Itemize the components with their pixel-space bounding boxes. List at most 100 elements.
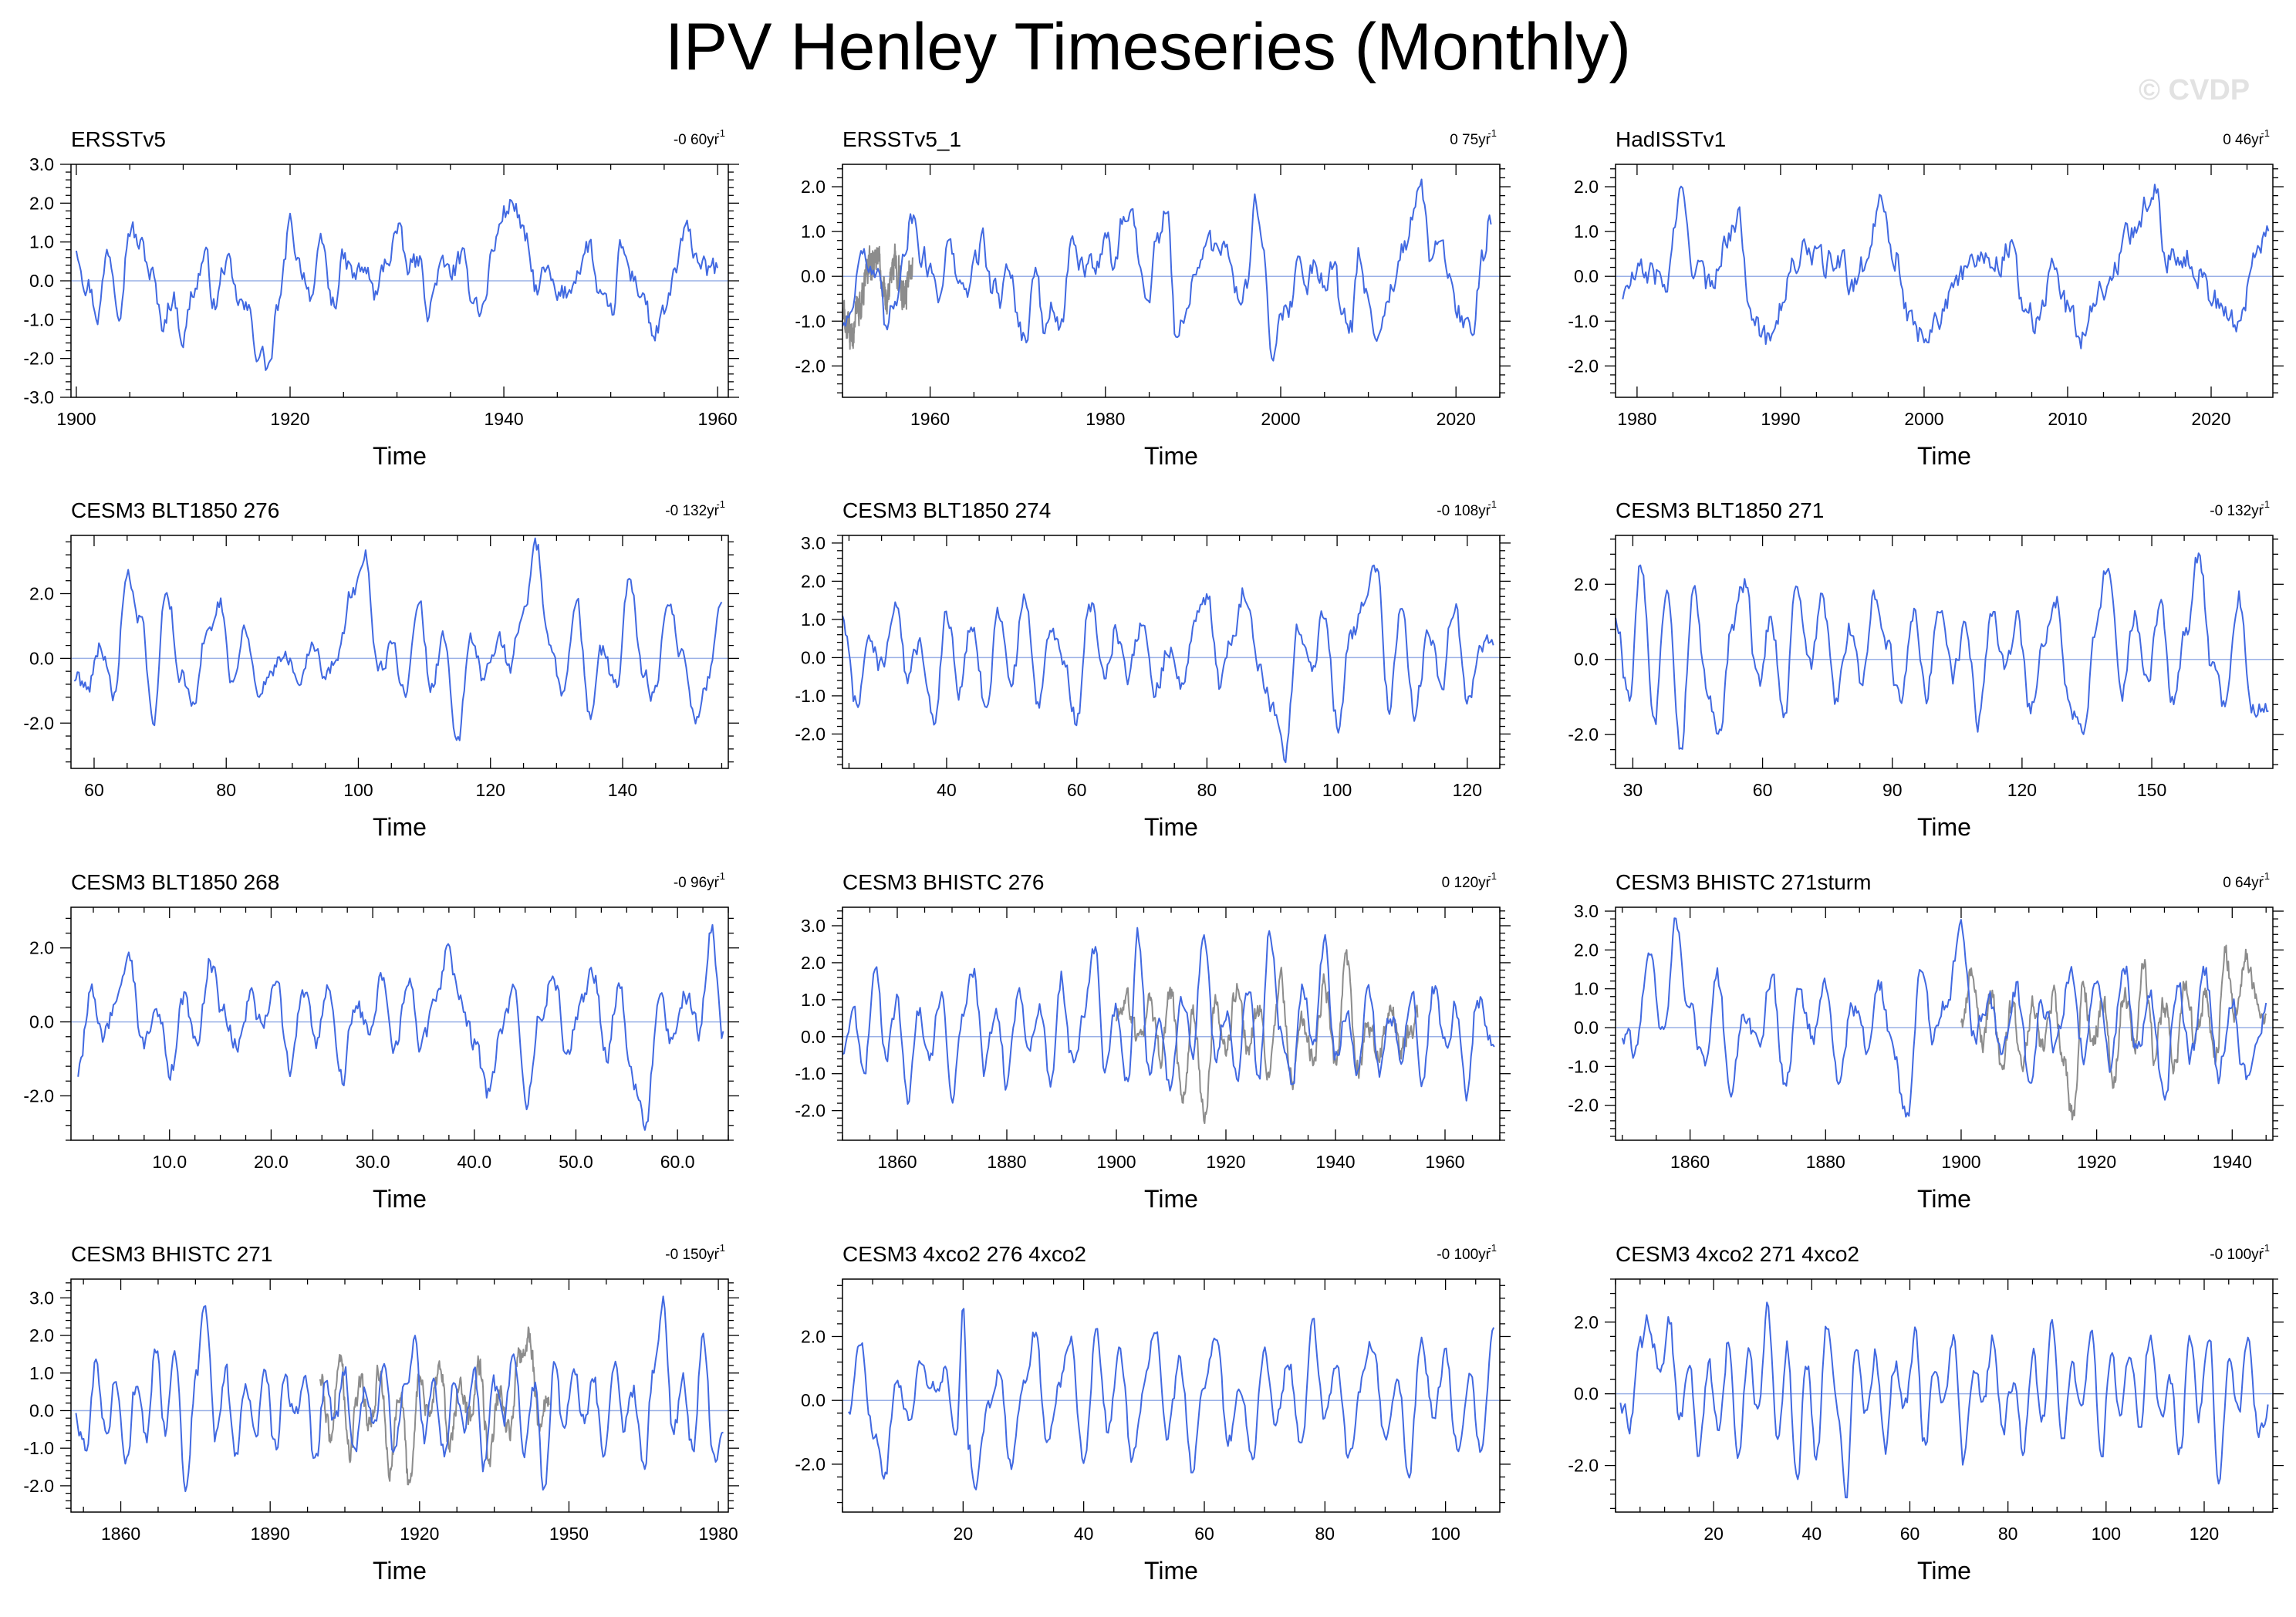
x-tick-label: 60.0: [660, 1152, 695, 1172]
y-tick-label: 1.0: [29, 1363, 54, 1383]
panel-title: ERSSTv5: [71, 127, 166, 151]
plot-frame: [1615, 1278, 2274, 1513]
trend-label: -0 132yr: [665, 503, 719, 519]
y-tick-label: 0.0: [801, 647, 826, 667]
plot-frame: [842, 535, 1501, 769]
panel-cesm3-blt1850-271: CESM3 BLT1850 271 -0 132yr-1 30 60 90 120 150 T…: [1568, 498, 2284, 841]
y-tick-label: 2.0: [801, 1326, 826, 1346]
x-tick-label: 1900: [56, 409, 96, 429]
y-tick-label: -2.0: [23, 349, 54, 369]
x-tick-label: 120: [2007, 780, 2037, 800]
series-line-overlay: [842, 243, 913, 350]
panel-title: CESM3 BHISTC 271sturm: [1616, 870, 1871, 894]
x-tick-label: 100: [343, 780, 373, 800]
trend-label: -0 108yr: [1437, 503, 1491, 519]
panel-cesm3-bhistc-271sturm: CESM3 BHISTC 271sturm 0 64yr-1 1860 1880 190…: [1568, 870, 2284, 1213]
y-tick-label: -1.0: [795, 1064, 826, 1084]
x-tick-label: 1860: [877, 1152, 917, 1172]
x-tick-label: 40.0: [457, 1152, 491, 1172]
x-tick-label: 60: [84, 780, 104, 800]
x-tick-label: 1920: [400, 1524, 439, 1544]
series-line-main: [75, 198, 719, 371]
x-axis-label: Time: [1917, 1557, 1971, 1585]
plot-frame: [1615, 906, 2274, 1141]
panel-title: CESM3 BHISTC 276: [842, 870, 1044, 894]
plot-frame: [1615, 535, 2274, 769]
series-line-main: [1615, 552, 2269, 750]
x-tick-label: 1950: [549, 1524, 589, 1544]
y-tick-label: -3.0: [23, 387, 54, 407]
plot-frame: [70, 906, 729, 1141]
y-tick-label: 2.0: [801, 571, 826, 591]
x-tick-label: 30: [1623, 780, 1643, 800]
x-tick-label: 80: [216, 780, 236, 800]
y-tick-label: 0.0: [1574, 266, 1599, 286]
x-tick-label: 2000: [1261, 409, 1300, 429]
x-tick-label: 40: [937, 780, 957, 800]
y-tick-label: 2.0: [1574, 940, 1599, 960]
panel-ersstv5: ERSSTv5 -0 60yr-1 1900 1920 1940 1960 Time -3.0…: [23, 127, 739, 470]
x-tick-label: 140: [608, 780, 637, 800]
y-tick-label: 0.0: [29, 271, 54, 291]
trend-label: -0 100yr: [1437, 1247, 1491, 1263]
x-tick-label: 20.0: [254, 1152, 289, 1172]
y-tick-label: -2.0: [23, 1085, 54, 1106]
series-line-overlay: [1960, 944, 2267, 1121]
series-line-main: [1622, 184, 2270, 349]
x-tick-label: 1900: [1941, 1152, 1980, 1172]
x-axis-label: Time: [1917, 1185, 1971, 1213]
trend-label: -0 96yr: [674, 875, 720, 891]
panel-title: CESM3 BLT1850 276: [71, 498, 279, 522]
panel-cesm3-blt1850-268: CESM3 BLT1850 268 -0 96yr-1 10.0 20.0 30.0 40…: [23, 870, 739, 1213]
x-tick-label: 1860: [1670, 1152, 1710, 1172]
y-tick-label: 1.0: [1574, 221, 1599, 241]
series-line-main: [1621, 917, 2267, 1118]
x-tick-label: 60: [1067, 780, 1087, 800]
panel-title: CESM3 BLT1850 274: [842, 498, 1051, 522]
x-tick-label: 1940: [484, 409, 523, 429]
panel-ersstv5-1: ERSSTv5_1 0 75yr-1 1960 1980 2000 2020 Time -2.…: [795, 127, 1511, 470]
y-tick-label: 2.0: [801, 953, 826, 973]
plot-frame: [70, 535, 729, 769]
x-tick-label: 1980: [1617, 409, 1656, 429]
y-tick-label: 2.0: [1574, 177, 1599, 197]
panel-cesm3-blt1850-274: CESM3 BLT1850 274 -0 108yr-1 40 60 80 100 120 T…: [795, 498, 1511, 841]
x-tick-label: 1960: [698, 409, 738, 429]
trend-unit-superscript: -1: [2261, 870, 2270, 882]
y-tick-label: 1.0: [801, 609, 826, 630]
y-tick-label: 3.0: [29, 1288, 54, 1308]
x-tick-label: 20: [954, 1524, 974, 1544]
x-axis-label: Time: [1144, 813, 1198, 841]
series-line-main: [847, 1308, 1495, 1490]
x-axis-label: Time: [1917, 442, 1971, 470]
trend-unit-superscript: -1: [1487, 498, 1497, 510]
panel-title: CESM3 4xco2 271 4xco2: [1616, 1242, 1859, 1266]
y-tick-label: 2.0: [29, 584, 54, 604]
panel-cesm3-4xco2-276-4xco2: CESM3 4xco2 276 4xco2 -0 100yr-1 20 40 60 80 1…: [795, 1242, 1511, 1585]
x-tick-label: 150: [2137, 780, 2166, 800]
y-tick-label: 3.0: [801, 916, 826, 936]
y-tick-label: 0.0: [1574, 1018, 1599, 1038]
x-axis-label: Time: [373, 813, 427, 841]
y-tick-label: -1.0: [795, 686, 826, 706]
x-axis-label: Time: [373, 1185, 427, 1213]
x-tick-label: 1940: [1315, 1152, 1355, 1172]
trend-unit-superscript: -1: [2261, 127, 2270, 139]
y-tick-label: -2.0: [23, 713, 54, 733]
x-tick-label: 1940: [2213, 1152, 2252, 1172]
x-tick-label: 1900: [1096, 1152, 1136, 1172]
panel-title: CESM3 4xco2 276 4xco2: [842, 1242, 1086, 1266]
x-tick-label: 1920: [1206, 1152, 1245, 1172]
series-line-main: [77, 923, 724, 1131]
y-tick-label: -2.0: [1568, 1095, 1599, 1116]
x-tick-label: 40: [1802, 1524, 1822, 1544]
x-tick-label: 10.0: [152, 1152, 187, 1172]
y-tick-label: 2.0: [29, 193, 54, 213]
y-tick-label: 0.0: [29, 1400, 54, 1420]
x-tick-label: 1990: [1761, 409, 1800, 429]
y-tick-label: -2.0: [795, 356, 826, 376]
series-line-main: [842, 564, 1494, 764]
x-tick-label: 1980: [699, 1524, 738, 1544]
trend-unit-superscript: -1: [716, 498, 725, 510]
x-tick-label: 1880: [1806, 1152, 1845, 1172]
